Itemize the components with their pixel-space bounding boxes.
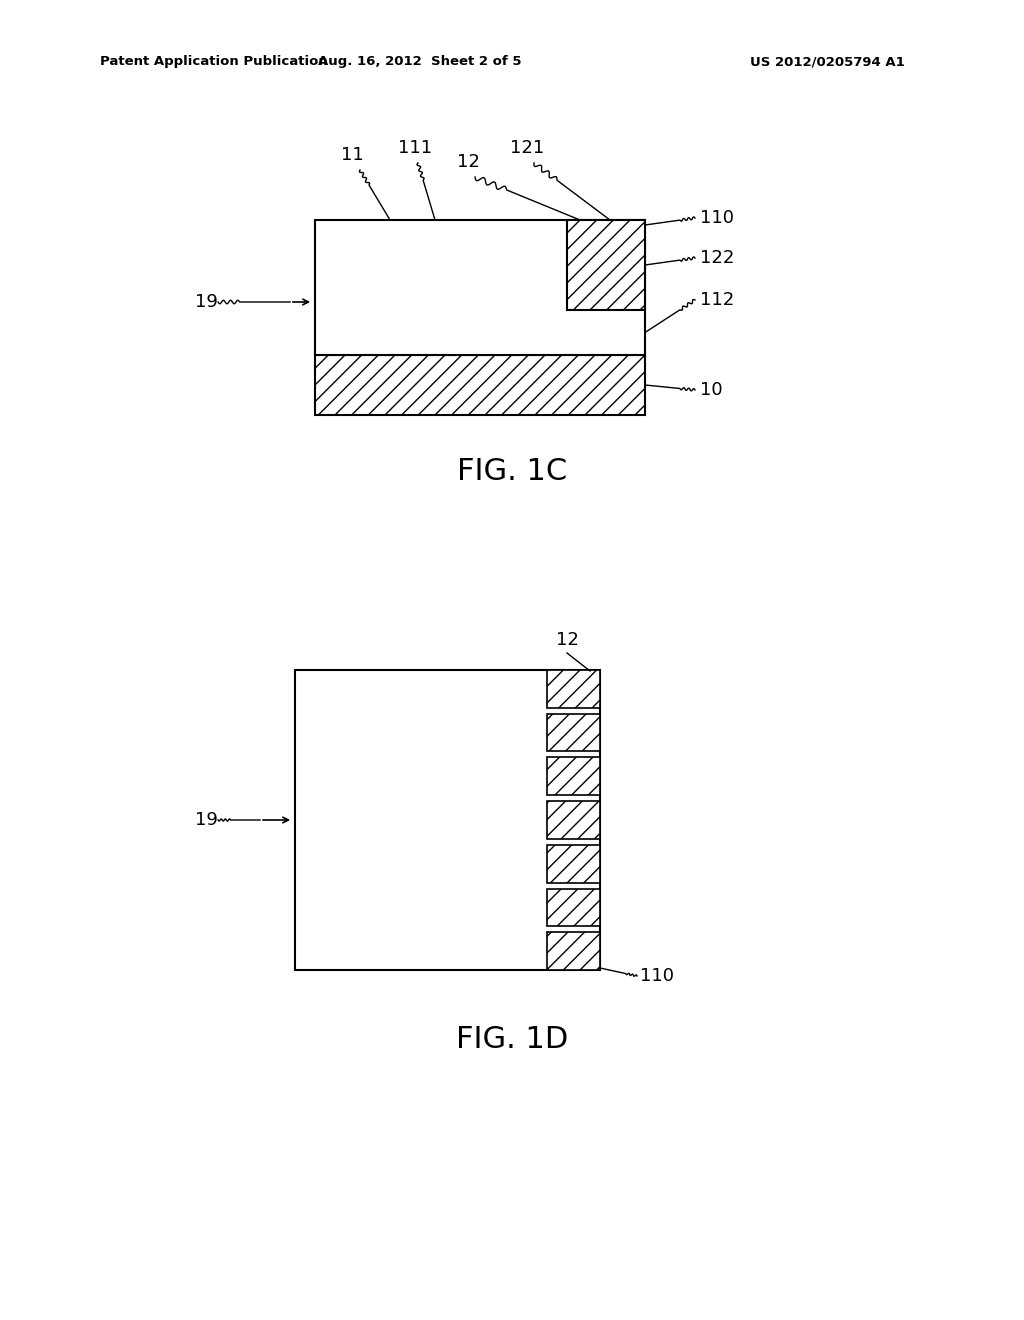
Text: 11: 11 [341,147,364,164]
Text: 112: 112 [700,290,734,309]
Text: 12: 12 [457,153,479,172]
Bar [547,671,600,708]
Text: 12: 12 [556,631,579,649]
Bar [295,671,600,970]
Bar [547,888,600,927]
Bar [315,355,645,414]
Bar [315,220,645,355]
Text: FIG. 1C: FIG. 1C [457,458,567,487]
Bar [547,758,600,795]
Bar [547,714,600,751]
Bar [547,845,600,883]
Bar [547,801,600,838]
Text: 19: 19 [195,293,218,312]
Text: US 2012/0205794 A1: US 2012/0205794 A1 [750,55,905,69]
Bar [547,932,600,970]
Text: 111: 111 [398,139,432,157]
Text: 122: 122 [700,249,734,267]
Text: Aug. 16, 2012  Sheet 2 of 5: Aug. 16, 2012 Sheet 2 of 5 [318,55,522,69]
Text: 10: 10 [700,381,723,399]
Bar [567,220,645,310]
Text: 110: 110 [640,968,674,985]
Text: 19: 19 [195,810,218,829]
Text: 121: 121 [510,139,544,157]
Text: Patent Application Publication: Patent Application Publication [100,55,328,69]
Text: FIG. 1D: FIG. 1D [456,1026,568,1055]
Text: 110: 110 [700,209,734,227]
